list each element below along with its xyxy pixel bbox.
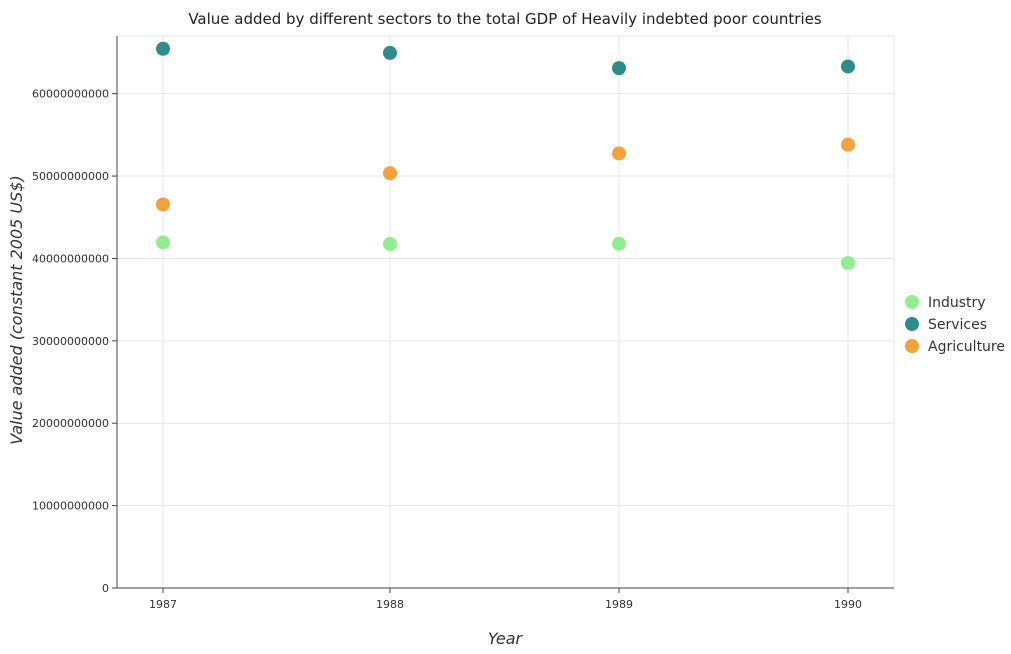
- axis-layer: 0 10000000000 20000000000 30000000000 400000…: [32, 36, 894, 611]
- agriculture-point: [841, 137, 855, 152]
- agriculture-point: [383, 166, 397, 181]
- services-point: [612, 61, 626, 76]
- x-tick-label: 1990: [834, 598, 862, 611]
- grid-layer: [116, 35, 895, 589]
- y-tick-label: 0: [102, 582, 109, 595]
- services-point: [156, 41, 170, 56]
- y-axis-label: Value added (constant 2005 US$): [7, 175, 26, 444]
- y-tick-label: 40000000000: [32, 252, 109, 265]
- chart-title: Value added by different sectors to the …: [188, 10, 822, 28]
- y-tick-label: 50000000000: [32, 170, 109, 183]
- x-axis-label: Year: [488, 629, 524, 648]
- industry-point: [841, 255, 855, 270]
- legend-label-industry: Industry: [928, 295, 986, 311]
- y-tick-label: 30000000000: [32, 335, 109, 348]
- legend-marker-agriculture: [905, 339, 919, 353]
- legend-label-services: Services: [928, 317, 987, 333]
- agriculture-point: [156, 197, 170, 212]
- legend-marker-industry: [905, 295, 919, 309]
- agriculture-point: [612, 146, 626, 161]
- y-tick-label: 60000000000: [32, 88, 109, 101]
- legend-marker-services: [905, 317, 919, 331]
- legend: Industry Services Agriculture: [905, 295, 1005, 355]
- industry-point: [156, 235, 170, 250]
- industry-point: [612, 236, 626, 251]
- services-point: [841, 59, 855, 74]
- services-point: [383, 45, 397, 60]
- points-layer: [156, 41, 855, 270]
- x-tick-label: 1988: [376, 598, 404, 611]
- y-tick-label: 10000000000: [32, 500, 109, 513]
- y-tick-label: 20000000000: [32, 417, 109, 430]
- industry-point: [383, 237, 397, 252]
- x-tick-label: 1987: [149, 598, 177, 611]
- x-tick-label: 1989: [605, 598, 633, 611]
- legend-label-agriculture: Agriculture: [928, 339, 1005, 355]
